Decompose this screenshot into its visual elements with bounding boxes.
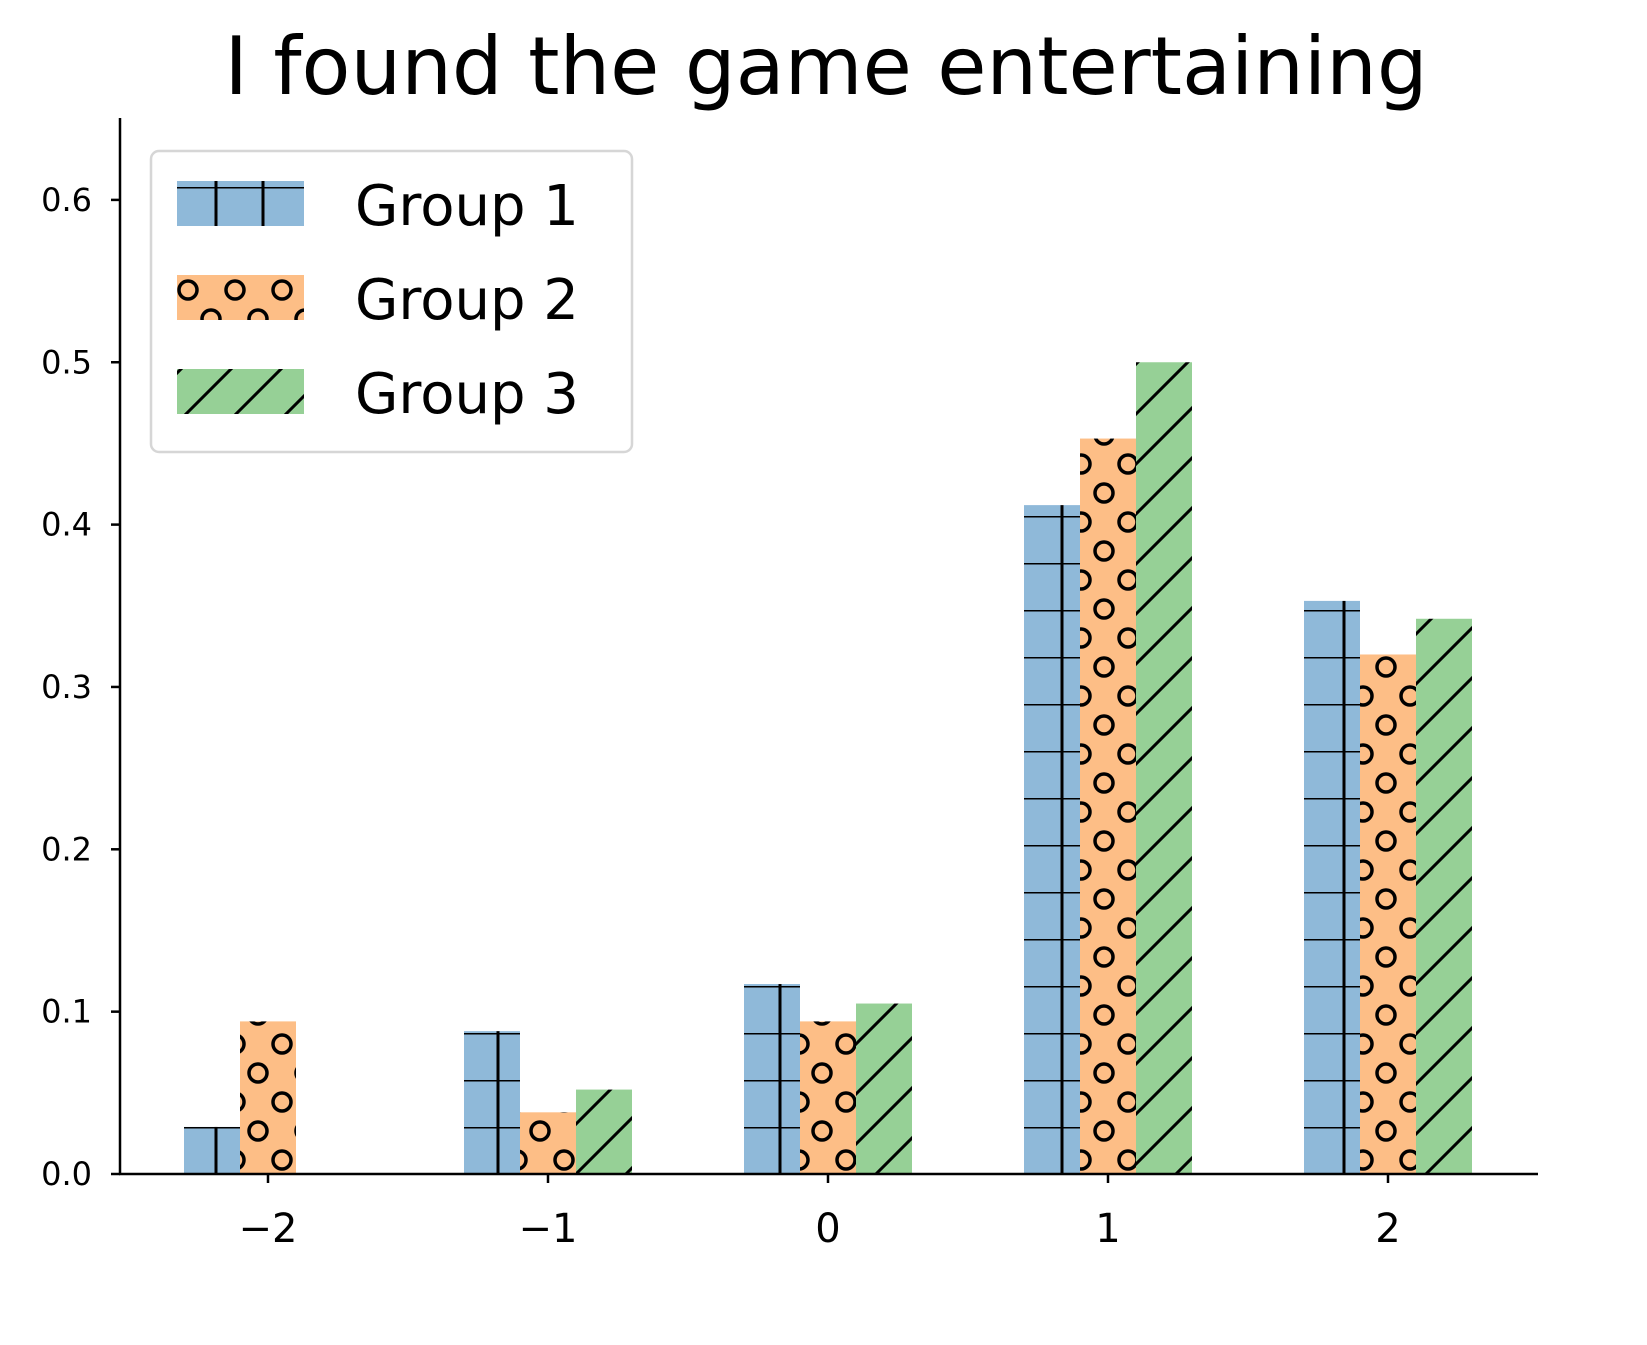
bar-group-3-1 — [576, 1089, 632, 1174]
x-tick-label: −2 — [239, 1206, 298, 1252]
y-tick-label: 0.6 — [41, 181, 92, 219]
bar-group-3-4 — [1416, 618, 1472, 1174]
legend-swatch-1 — [177, 181, 304, 226]
bar-group-2-1 — [520, 1112, 576, 1174]
bars-group — [184, 362, 1472, 1174]
y-tick-label: 0.4 — [41, 506, 92, 544]
bar-group-3-2 — [856, 1003, 912, 1174]
x-tick-label: 1 — [1095, 1206, 1120, 1252]
y-tick-label: 0.5 — [41, 343, 92, 381]
y-tick-label: 0.2 — [41, 830, 92, 868]
legend-swatch-2 — [177, 275, 304, 320]
bar-group-2-0 — [240, 1021, 296, 1174]
bar-group-1-2 — [744, 984, 800, 1174]
y-tick-label: 0.3 — [41, 668, 92, 706]
legend-label-1: Group 1 — [355, 174, 579, 239]
x-tick-label: −1 — [519, 1206, 578, 1252]
legend-label-3: Group 3 — [355, 362, 579, 427]
bar-group-3-3 — [1136, 362, 1192, 1174]
x-ticks: −2 −1 0 1 2 — [239, 1174, 1401, 1252]
y-ticks: 0.0 0.1 0.2 0.3 0.4 0.5 0.6 — [41, 181, 120, 1193]
bar-group-2-2 — [800, 1021, 856, 1174]
legend: Group 1 Group 2 Group 3 — [149, 149, 634, 454]
bar-group-1-4 — [1304, 600, 1360, 1174]
x-tick-label: 0 — [815, 1206, 840, 1252]
bar-group-1-0 — [184, 1126, 240, 1174]
bar-group-2-4 — [1360, 654, 1416, 1174]
bar-group-2-3 — [1080, 438, 1136, 1174]
legend-label-2: Group 2 — [355, 268, 579, 333]
y-tick-label: 0.1 — [41, 993, 92, 1031]
legend-swatch-3 — [177, 369, 304, 414]
bar-group-1-3 — [1024, 505, 1080, 1174]
y-tick-label: 0.0 — [41, 1155, 92, 1193]
x-tick-label: 2 — [1375, 1206, 1400, 1252]
chart-title: I found the game entertaining — [224, 20, 1427, 113]
bar-group-1-1 — [464, 1031, 520, 1174]
